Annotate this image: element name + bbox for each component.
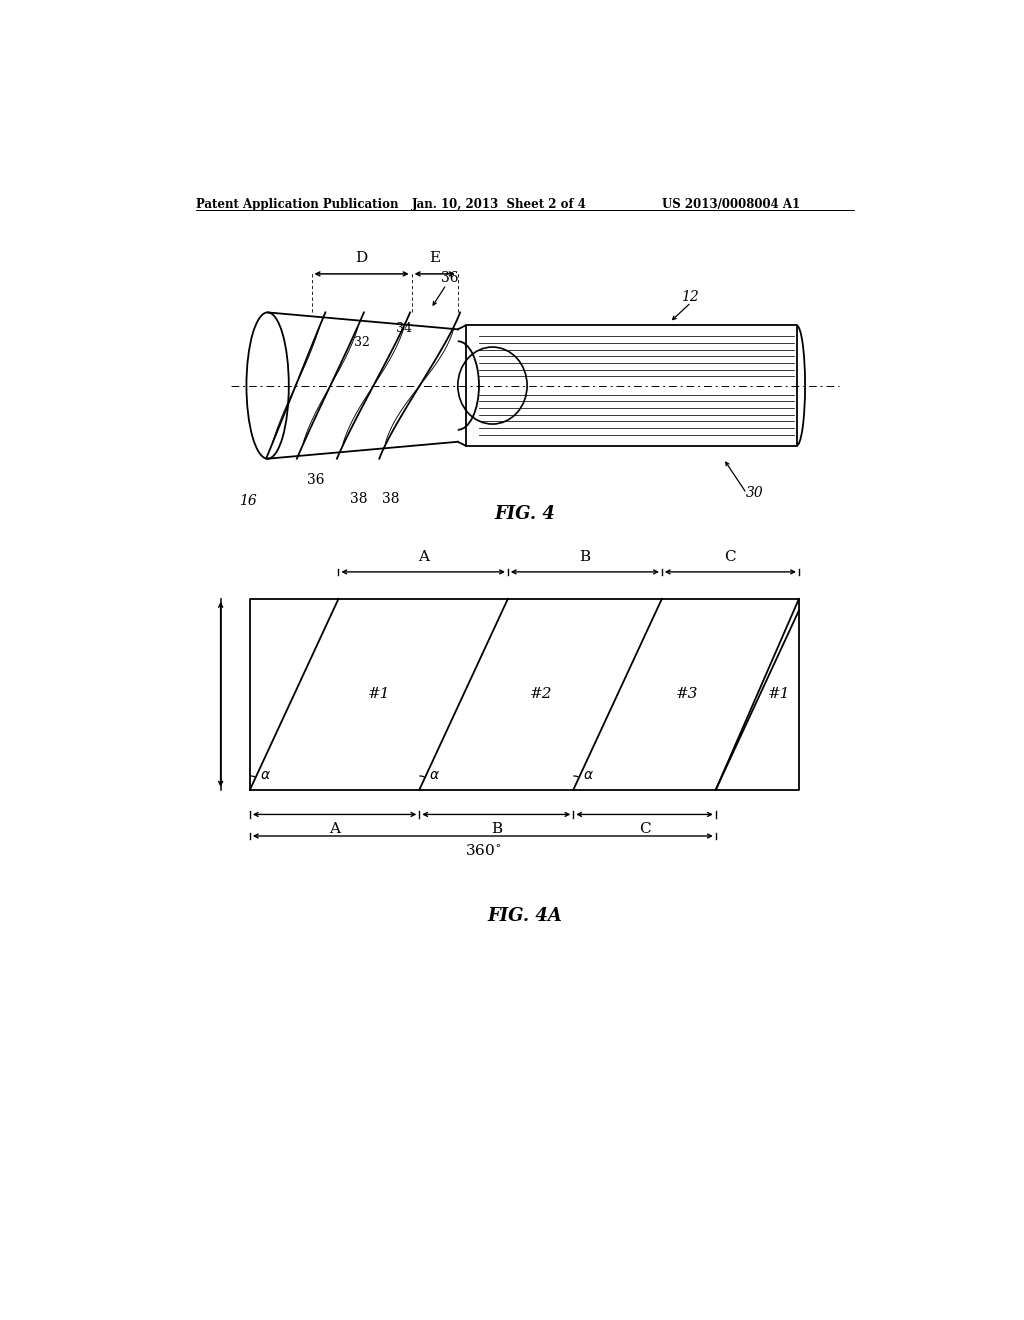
Text: FIG. 4: FIG. 4: [495, 506, 555, 523]
Text: 36: 36: [441, 271, 459, 285]
Text: E: E: [429, 251, 440, 264]
Text: 36: 36: [306, 473, 325, 487]
Text: $\alpha$: $\alpha$: [260, 768, 270, 781]
Text: B: B: [490, 822, 502, 836]
Text: 16: 16: [239, 494, 256, 508]
Text: FIG. 4A: FIG. 4A: [487, 907, 562, 925]
Text: 32: 32: [353, 335, 370, 348]
Text: 34: 34: [396, 322, 412, 335]
Text: $\alpha$: $\alpha$: [584, 768, 594, 781]
Text: C: C: [725, 550, 736, 564]
Text: B: B: [580, 550, 591, 564]
Text: #1: #1: [768, 688, 791, 701]
Text: #1: #1: [368, 688, 390, 701]
Text: 38: 38: [350, 491, 368, 506]
Text: US 2013/0008004 A1: US 2013/0008004 A1: [662, 198, 800, 211]
Text: 12: 12: [681, 290, 698, 304]
Text: 30: 30: [745, 486, 763, 500]
Text: A: A: [418, 550, 429, 564]
Text: 360$^{\circ}$: 360$^{\circ}$: [465, 843, 501, 859]
Text: Patent Application Publication: Patent Application Publication: [196, 198, 398, 211]
Text: Jan. 10, 2013  Sheet 2 of 4: Jan. 10, 2013 Sheet 2 of 4: [412, 198, 587, 211]
Text: #2: #2: [529, 688, 552, 701]
Text: A: A: [329, 822, 340, 836]
Text: D: D: [355, 251, 368, 264]
Text: $\alpha$: $\alpha$: [429, 768, 440, 781]
Text: C: C: [639, 822, 650, 836]
Text: #3: #3: [676, 688, 698, 701]
Text: 38: 38: [382, 491, 399, 506]
